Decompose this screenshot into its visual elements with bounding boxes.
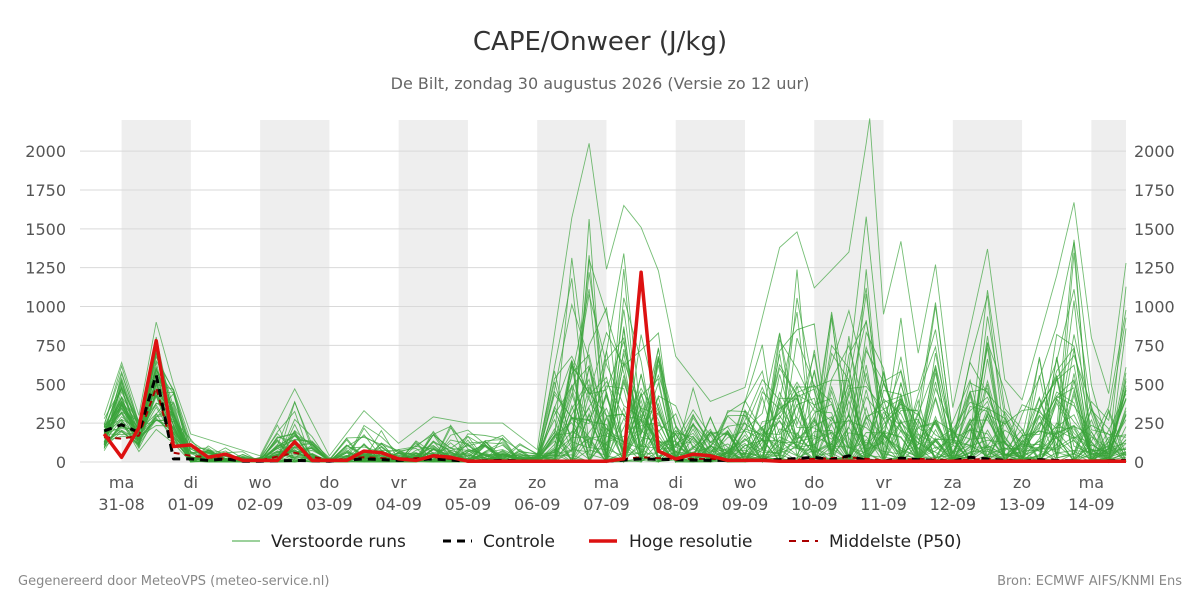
x-tick-date: 13-09 bbox=[999, 495, 1046, 514]
x-tick-day: ma bbox=[594, 473, 619, 492]
y-tick-label: 1000 bbox=[1134, 298, 1175, 317]
perturbed-runs bbox=[103, 118, 1127, 464]
legend: Verstoorde runs Controle Hoge resolutie … bbox=[232, 532, 962, 552]
x-tick-day: vr bbox=[876, 473, 892, 492]
y-tick-label: 250 bbox=[35, 414, 66, 433]
y-ticks-left: 0 250 500 750 1000 1250 1500 1750 2000 bbox=[25, 142, 66, 472]
x-tick-day: wo bbox=[734, 473, 757, 492]
x-tick-day: wo bbox=[249, 473, 272, 492]
chart-title: CAPE/Onweer (J/kg) bbox=[473, 27, 727, 57]
x-tick-day: ma bbox=[109, 473, 134, 492]
perturbed-run-line bbox=[103, 302, 1127, 464]
footer-source: Bron: ECMWF AIFS/KNMI Ens bbox=[997, 574, 1182, 589]
x-tick-date: 05-09 bbox=[445, 495, 492, 514]
y-tick-label: 1500 bbox=[1134, 220, 1175, 239]
legend-label-perturbed: Verstoorde runs bbox=[271, 532, 406, 552]
x-tick-date: 04-09 bbox=[375, 495, 422, 514]
day-band bbox=[260, 120, 330, 462]
x-tick-date: 01-09 bbox=[168, 495, 215, 514]
y-tick-label: 750 bbox=[35, 336, 66, 355]
x-tick-date: 12-09 bbox=[930, 495, 977, 514]
y-ticks-right: 0 250 500 750 1000 1250 1500 1750 2000 bbox=[1134, 142, 1175, 472]
day-band bbox=[398, 120, 468, 462]
x-tick-day: vr bbox=[391, 473, 407, 492]
y-tick-label: 250 bbox=[1134, 414, 1165, 433]
y-tick-label: 2000 bbox=[1134, 142, 1175, 161]
perturbed-run-line bbox=[103, 118, 1127, 457]
x-tick-date: 08-09 bbox=[652, 495, 699, 514]
x-tick-day: za bbox=[944, 473, 962, 492]
perturbed-run-line bbox=[103, 259, 1127, 464]
x-tick-day: do bbox=[804, 473, 824, 492]
y-tick-label: 1250 bbox=[25, 259, 66, 278]
x-tick-day: di bbox=[668, 473, 683, 492]
y-tick-label: 0 bbox=[1134, 453, 1144, 472]
main-series bbox=[102, 270, 1127, 463]
chart-subtitle: De Bilt, zondag 30 augustus 2026 (Versie… bbox=[391, 74, 810, 93]
x-tick-day: do bbox=[319, 473, 339, 492]
y-tick-label: 500 bbox=[35, 375, 66, 394]
day-band bbox=[675, 120, 746, 462]
x-tick-date: 03-09 bbox=[306, 495, 353, 514]
y-tick-label: 750 bbox=[1134, 336, 1165, 355]
perturbed-run-line bbox=[103, 239, 1127, 463]
x-tick-date: 10-09 bbox=[791, 495, 838, 514]
x-tick-date: 14-09 bbox=[1068, 495, 1115, 514]
series-line-hoge-resolutie bbox=[102, 270, 1126, 463]
y-tick-label: 1000 bbox=[25, 298, 66, 317]
y-tick-label: 2000 bbox=[25, 142, 66, 161]
series-line-controle bbox=[103, 373, 1127, 463]
x-tick-day: zo bbox=[528, 473, 546, 492]
x-tick-date: 02-09 bbox=[237, 495, 284, 514]
x-tick-date: 07-09 bbox=[583, 495, 630, 514]
y-tick-label: 1750 bbox=[1134, 181, 1175, 200]
x-tick-date: 31-08 bbox=[98, 495, 145, 514]
x-tick-date: 09-09 bbox=[722, 495, 769, 514]
y-tick-label: 1250 bbox=[1134, 259, 1175, 278]
y-tick-label: 0 bbox=[56, 453, 66, 472]
y-tick-label: 1500 bbox=[25, 220, 66, 239]
x-tick-day: di bbox=[184, 473, 199, 492]
x-tick-day: za bbox=[459, 473, 477, 492]
x-ticks: ma 31-08 di 01-09 wo 02-09 do 03-09 vr 04-09 za 05-… bbox=[98, 473, 1114, 514]
x-tick-date: 06-09 bbox=[514, 495, 561, 514]
x-tick-date: 11-09 bbox=[860, 495, 907, 514]
legend-label-median: Middelste (P50) bbox=[829, 532, 962, 552]
x-tick-day: zo bbox=[1013, 473, 1031, 492]
y-tick-label: 500 bbox=[1134, 375, 1165, 394]
y-tick-label: 1750 bbox=[25, 181, 66, 200]
legend-label-control: Controle bbox=[483, 532, 555, 552]
footer-generated: Gegenereerd door MeteoVPS (meteo-service… bbox=[18, 574, 329, 589]
x-tick-day: ma bbox=[1079, 473, 1104, 492]
legend-label-hires: Hoge resolutie bbox=[629, 532, 753, 552]
